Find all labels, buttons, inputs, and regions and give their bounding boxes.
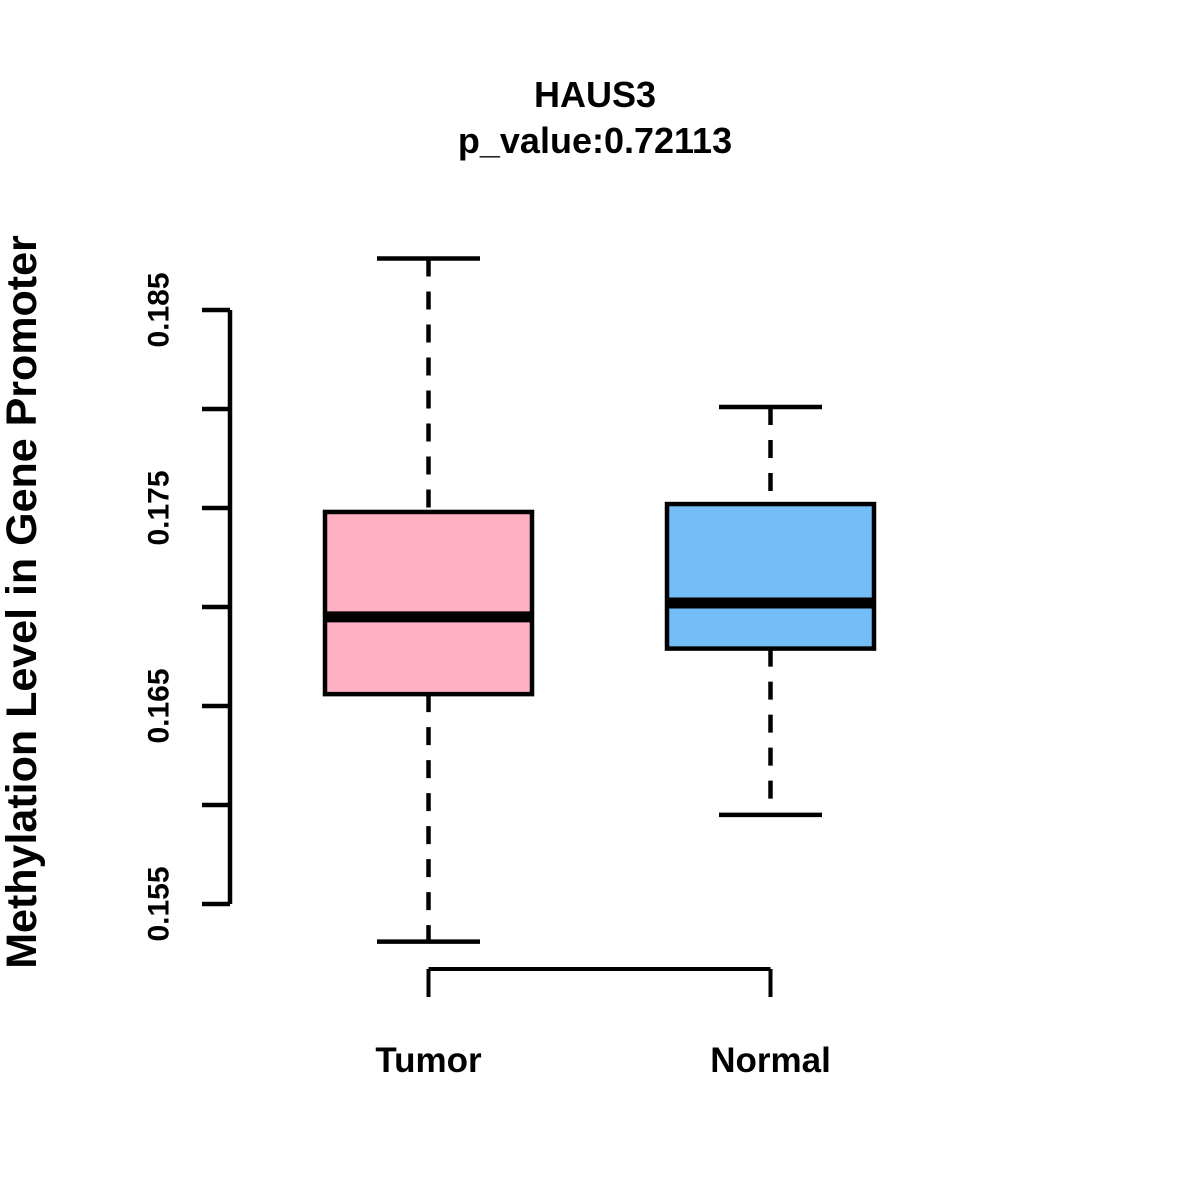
normal-boxplot [664,404,877,818]
y-tick-label: 0.175 [143,470,176,545]
y-tick-label: 0.185 [143,272,176,347]
chart-subtitle-pvalue: p_value:0.72113 [458,120,732,161]
y-tick-label: 0.165 [143,668,176,743]
x-axis: Tumor Normal [375,967,831,1080]
y-axis-title: Methylation Level in Gene Promoter [0,235,46,969]
y-tick-label: 0.155 [143,866,176,941]
normal-iqr-box [664,501,877,651]
x-tick-label-normal: Normal [710,1041,831,1080]
y-axis: 0.155 0.165 0.175 0.185 [143,272,233,942]
x-tick-label-tumor: Tumor [375,1041,482,1080]
tumor-boxplot [322,256,535,944]
boxplot-series [322,256,877,944]
chart-title: HAUS3 [534,74,656,115]
tumor-iqr-box [322,509,535,697]
